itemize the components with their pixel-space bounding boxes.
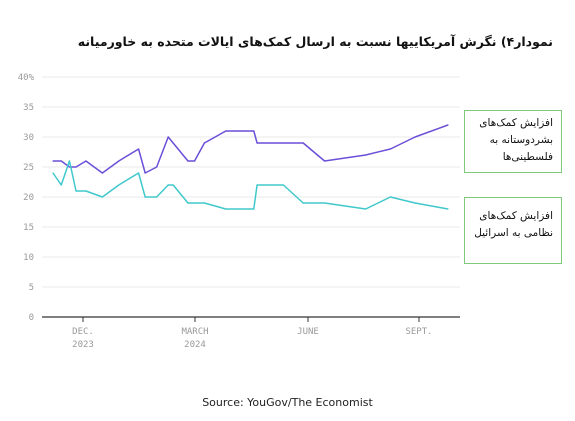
y-tick-label: 0 <box>29 313 34 323</box>
y-tick-label: 35 <box>23 103 34 113</box>
data-point <box>389 148 391 150</box>
y-tick-label: 5 <box>29 283 34 293</box>
data-point <box>447 124 449 126</box>
data-point <box>323 160 326 162</box>
data-point <box>101 196 103 198</box>
data-point <box>101 172 103 174</box>
data-point <box>137 172 140 174</box>
y-tick-label: 40% <box>18 73 35 83</box>
data-point <box>256 142 258 144</box>
y-tick-label: 15 <box>23 223 34 233</box>
x-tick-label-year: 2023 <box>72 340 94 350</box>
series-line-military-aid <box>52 160 449 210</box>
x-axis-ticks: DEC. 2023 MARCH 2024 JUNE SEPT. <box>72 317 433 350</box>
data-point <box>156 196 158 198</box>
data-point <box>225 130 227 132</box>
data-point <box>187 202 189 204</box>
data-point <box>68 160 71 162</box>
x-tick-label: DEC. <box>72 327 94 337</box>
data-point <box>282 142 285 144</box>
data-point <box>85 160 87 162</box>
data-point <box>282 184 285 186</box>
data-point <box>167 136 169 138</box>
y-axis-ticks: 0 5 10 15 20 25 30 35 40% <box>18 73 35 323</box>
data-point <box>256 184 258 186</box>
legend-military-aid: افزایش کمک‌های نظامی به اسرائیل <box>464 197 562 264</box>
legend-humanitarian-aid: افزایش کمک‌های بشردوستانه به فلسطینی‌ها <box>464 110 562 173</box>
y-tick-label: 30 <box>23 133 34 143</box>
data-point <box>447 208 449 210</box>
series-lines <box>52 124 449 210</box>
chart-title: نمودار۴) نگرش آمریکاییها نسبت به ارسال ک… <box>77 34 553 49</box>
data-point <box>75 166 77 168</box>
data-point <box>253 208 255 210</box>
y-tick-label: 10 <box>23 253 34 263</box>
data-point <box>172 142 174 144</box>
data-point <box>52 160 54 162</box>
data-point <box>323 202 326 204</box>
x-tick-label: MARCH <box>181 327 208 337</box>
data-point <box>365 154 367 156</box>
data-point <box>302 202 304 204</box>
data-point <box>85 190 87 192</box>
data-point <box>52 172 54 174</box>
series-line-humanitarian-aid <box>53 124 449 174</box>
data-point <box>414 202 416 204</box>
data-point <box>68 166 71 168</box>
data-point <box>167 184 169 186</box>
y-tick-label: 25 <box>23 163 34 173</box>
grid-lines <box>42 76 460 318</box>
data-point <box>203 142 206 144</box>
x-tick-label: SEPT. <box>405 327 432 337</box>
y-tick-label: 20 <box>23 193 34 203</box>
data-point <box>172 184 174 186</box>
data-point <box>225 208 227 210</box>
source-note: Source: YouGov/The Economist <box>202 396 373 409</box>
x-tick-label-year: 2024 <box>184 340 206 350</box>
data-point <box>414 136 416 138</box>
data-point <box>302 142 304 144</box>
data-point <box>118 160 120 162</box>
data-point <box>118 184 120 186</box>
data-point <box>75 190 77 192</box>
data-point <box>137 148 140 150</box>
data-point <box>187 160 189 162</box>
data-point <box>156 166 158 168</box>
x-tick-label: JUNE <box>297 327 319 337</box>
data-point <box>193 160 196 162</box>
data-point <box>144 196 146 198</box>
data-point <box>193 202 196 204</box>
data-point <box>389 196 391 198</box>
data-point <box>203 202 206 204</box>
data-point <box>365 208 367 210</box>
data-point <box>144 172 146 174</box>
data-point <box>60 160 62 162</box>
data-point <box>253 130 255 132</box>
data-point <box>60 184 62 186</box>
